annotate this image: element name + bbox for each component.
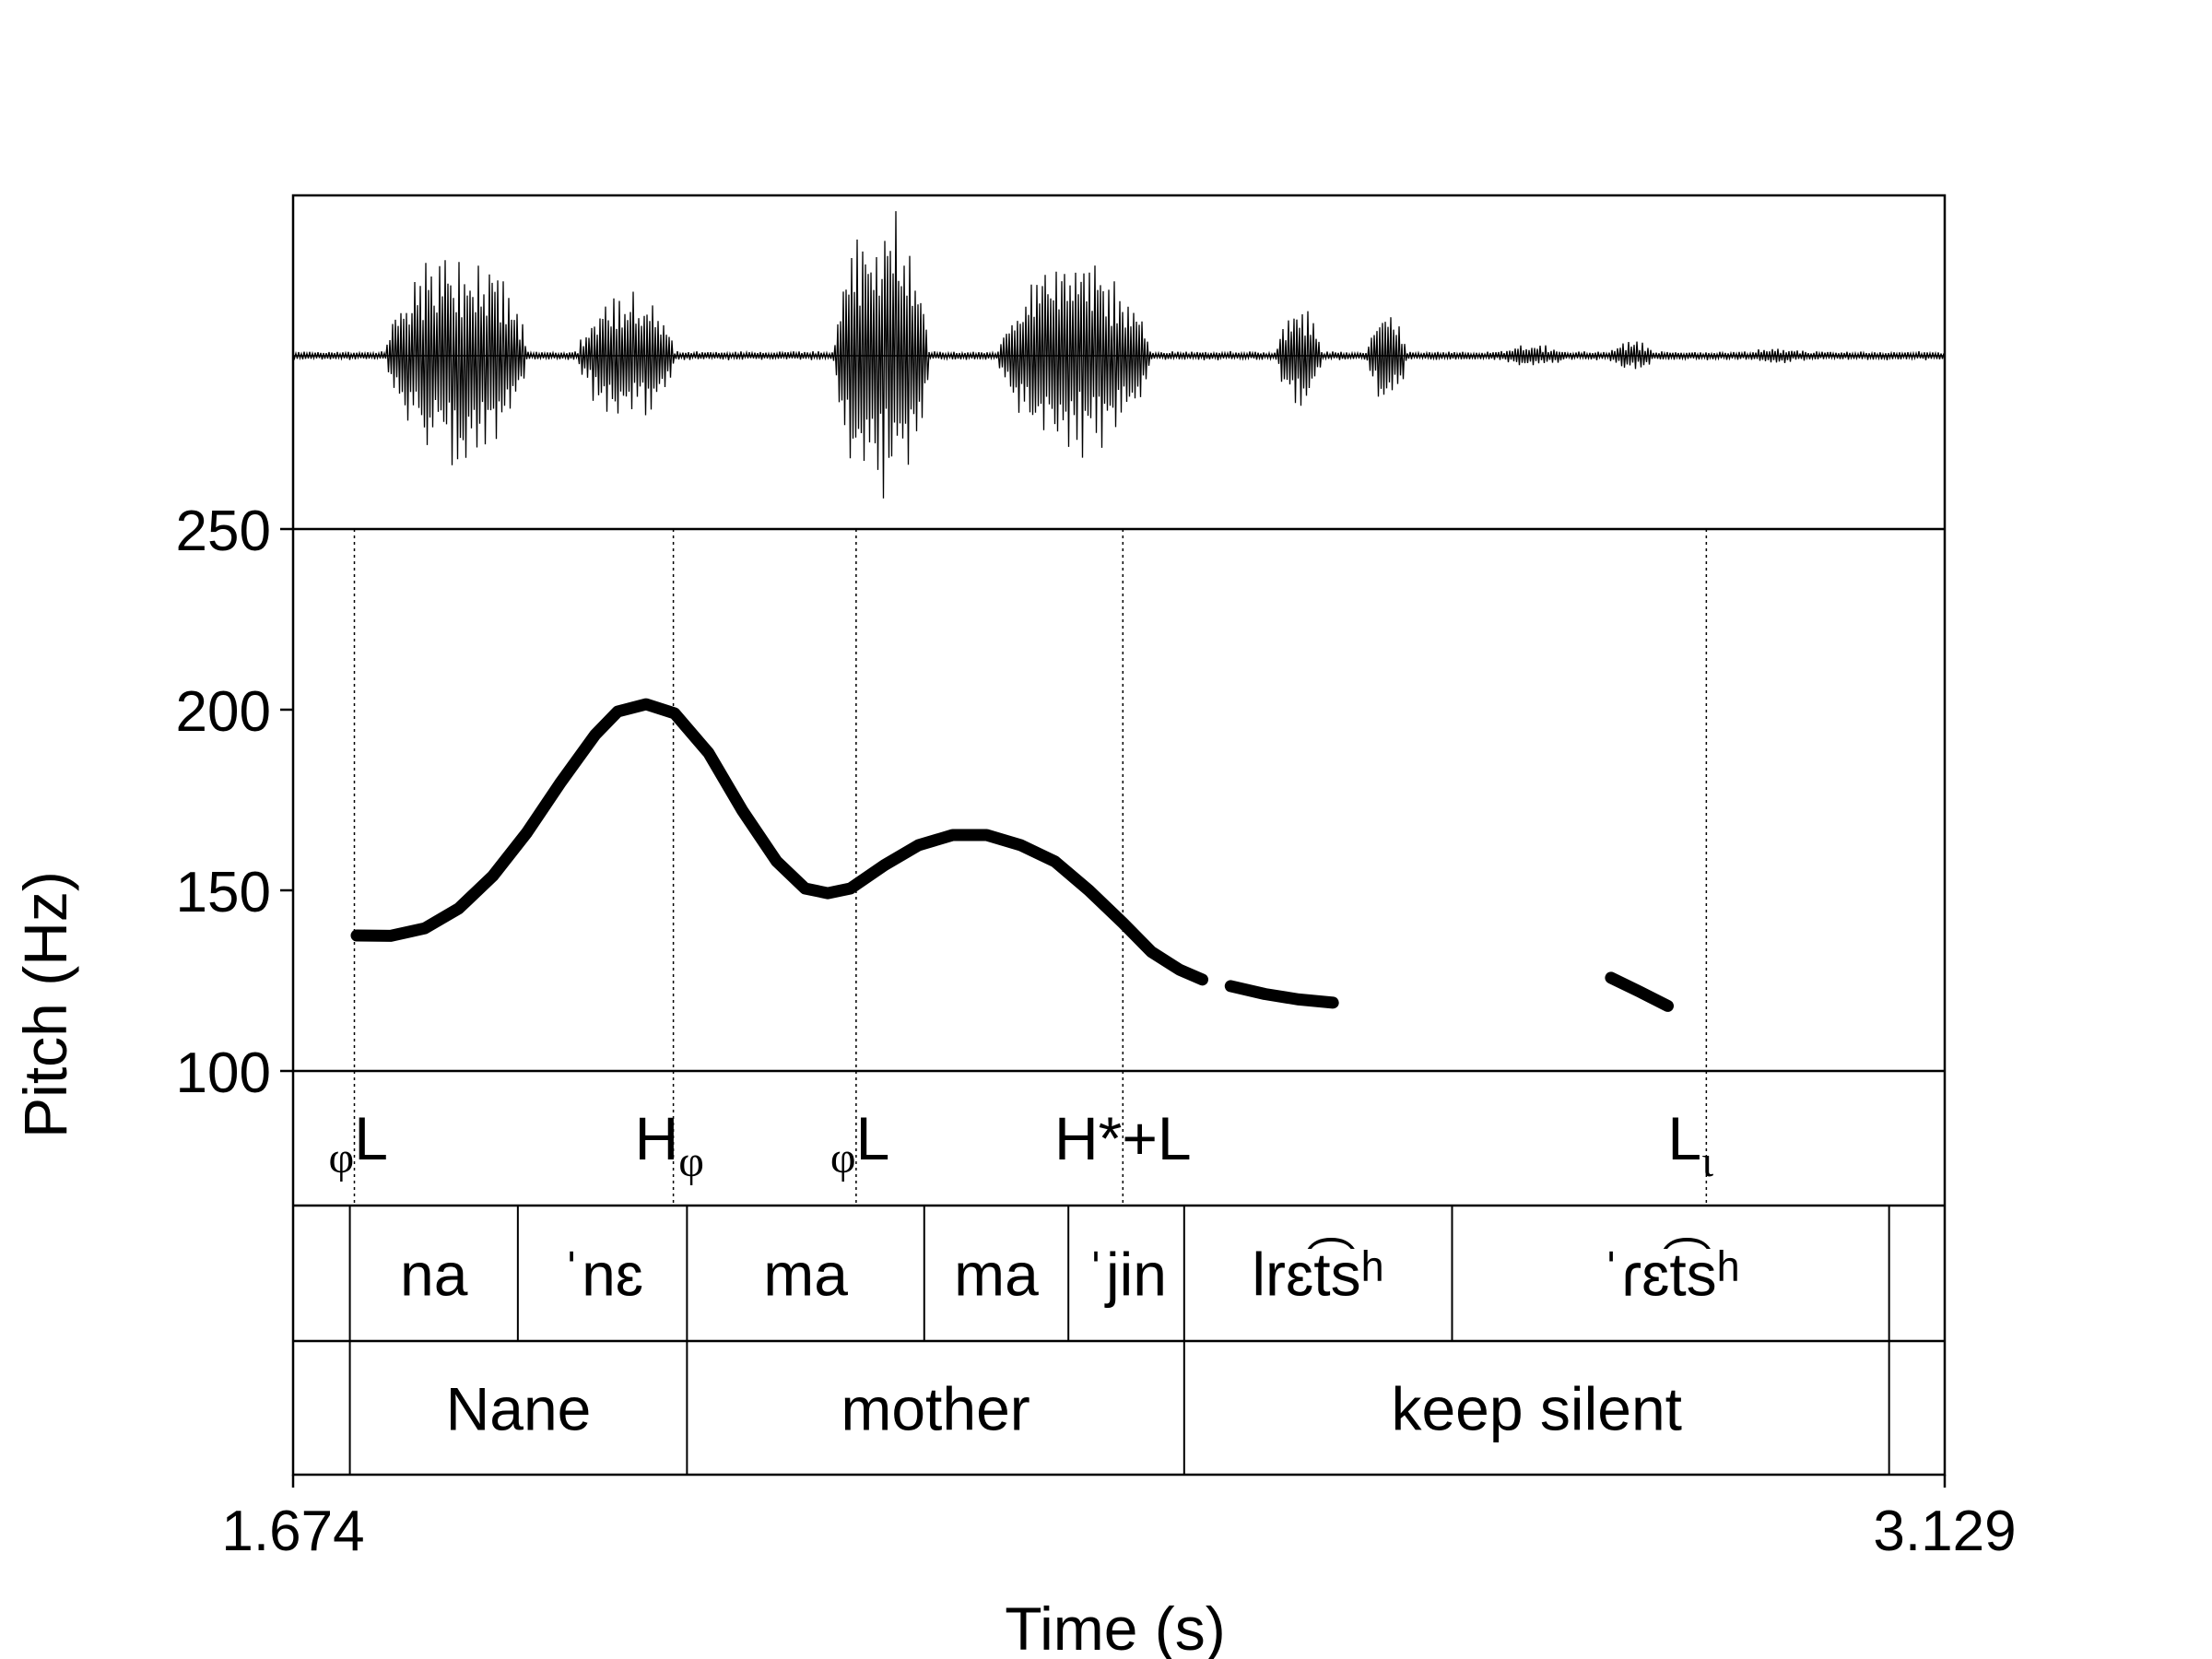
syllable-label: ˈjin [1086, 1241, 1167, 1309]
y-tick-label: 150 [176, 861, 271, 924]
pitch-contour [350, 698, 1674, 1012]
tone-label: Hφ [635, 1104, 704, 1186]
y-tick-label: 250 [176, 500, 271, 563]
tone-label: Lι [1667, 1104, 1713, 1186]
annotation-tiers: na ˈnɛ ma ma ˈjin lrɛt͡sʰ ˈɾɛt͡sʰ Nane mother kee… [348, 1206, 1890, 1475]
tone-tier: φL Hφ φL H*+L Lι [329, 529, 1713, 1206]
syllable-label: ma [763, 1241, 848, 1309]
pitch-segment [1224, 980, 1339, 1009]
syllable-label: ˈɾɛt͡sʰ [1601, 1237, 1740, 1309]
syllable-label: na [400, 1241, 468, 1309]
y-axis-label: Pitch (Hz) [11, 871, 79, 1138]
x-tick-label: 1.674 [221, 1500, 364, 1563]
word-label: mother [841, 1375, 1030, 1443]
x-tick-label: 3.129 [1873, 1500, 2016, 1563]
syllable-label: ˈnɛ [561, 1241, 643, 1309]
waveform-trace [292, 211, 1945, 499]
y-tick-label: 100 [176, 1041, 271, 1105]
word-label: Nane [446, 1375, 592, 1443]
tone-label: H*+L [1054, 1104, 1192, 1172]
pitch-segment [1605, 971, 1674, 1012]
pitch-segment [350, 698, 1208, 986]
word-label: keep silent [1391, 1375, 1682, 1443]
outer-frame [291, 194, 1947, 1477]
syllable-label: lrɛt͡sʰ [1252, 1237, 1384, 1309]
axes: Pitch (Hz) Time (s) [11, 871, 1226, 1659]
syllable-label: ma [954, 1241, 1039, 1309]
tone-label: φL [329, 1104, 388, 1182]
y-tick-label: 200 [176, 680, 271, 744]
waveform [292, 211, 1945, 499]
x-axis-label: Time (s) [1005, 1594, 1226, 1659]
tone-label: φL [830, 1104, 889, 1182]
figure-frame: 100 150 200 250 1.674 3.129 [176, 194, 2017, 1563]
